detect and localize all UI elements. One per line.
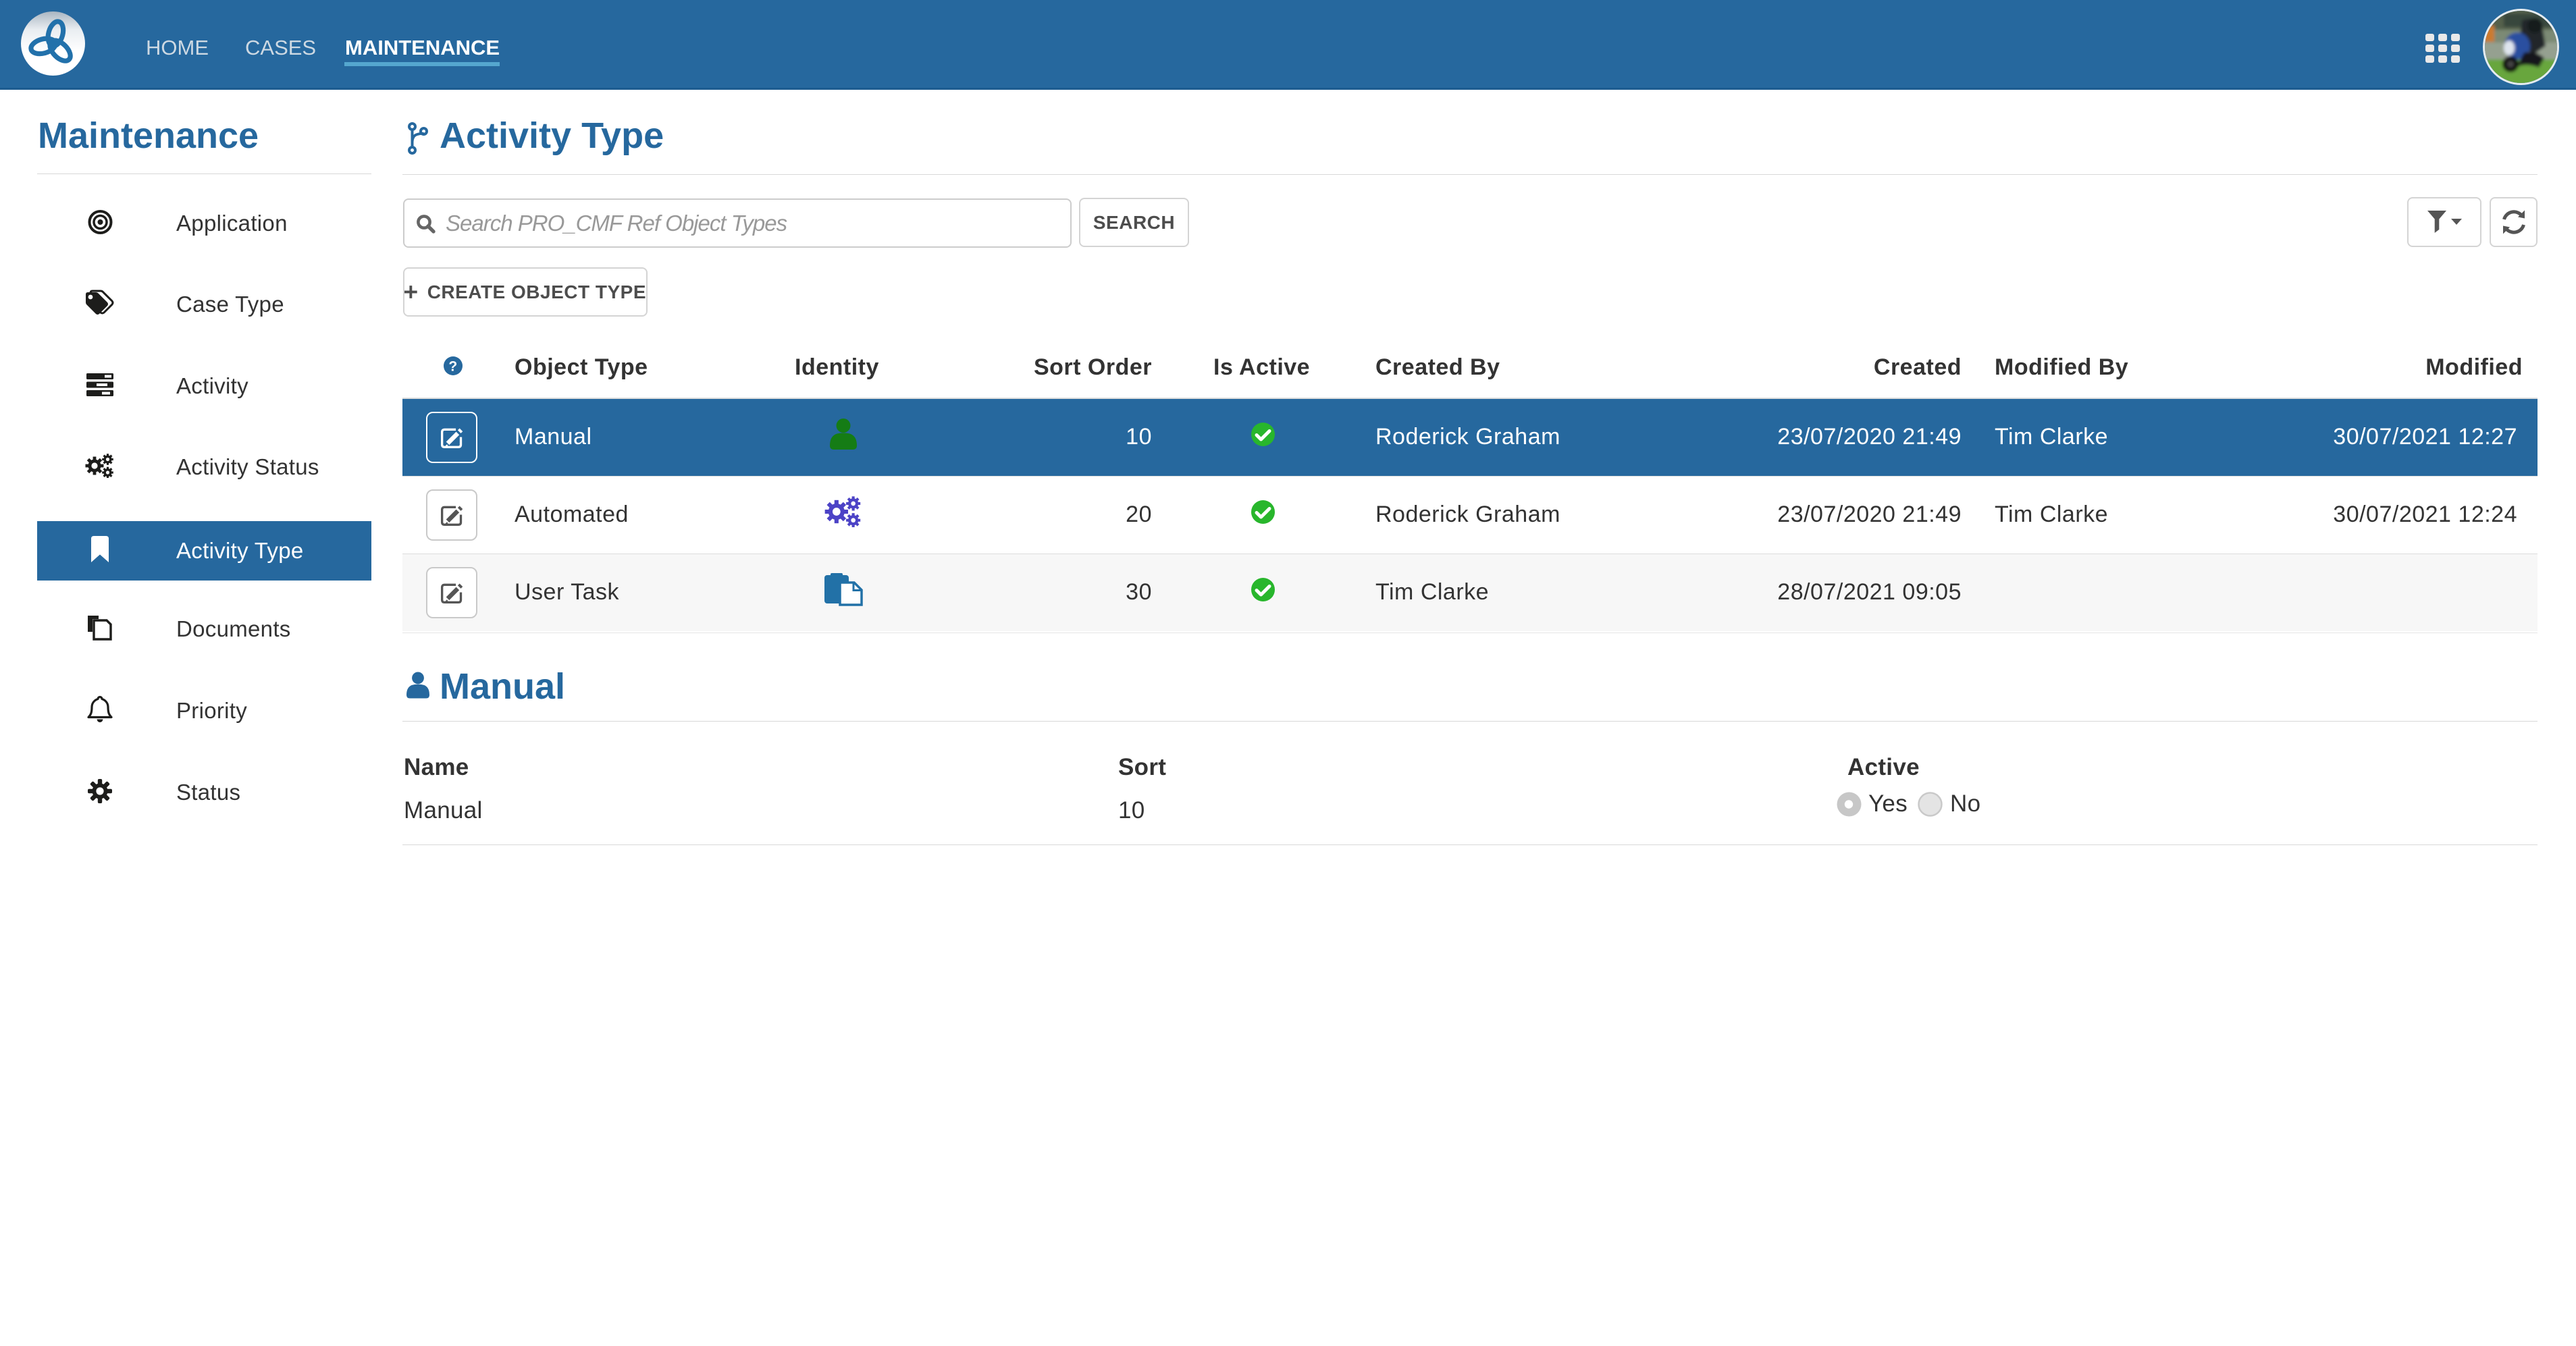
svg-text:?: ? bbox=[448, 359, 457, 375]
